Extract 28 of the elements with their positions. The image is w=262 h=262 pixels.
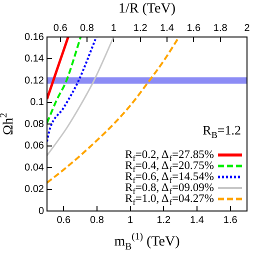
line-series	[47, 37, 114, 156]
x-tick-label: 1.2	[156, 214, 172, 226]
y-tick-label: 0.08	[24, 118, 44, 130]
y-tick-label: 0.1	[30, 97, 44, 108]
y-tick-label: 0.02	[24, 184, 44, 195]
x2-tick-label: 1.8	[213, 22, 228, 34]
y-tick-label: 0.14	[24, 54, 44, 64]
x2-tick-label: 1.2	[133, 22, 148, 34]
y-tick-label: 0	[38, 206, 44, 217]
y-tick-label: 0.06	[24, 140, 44, 152]
y-tick-label: 0.12	[24, 75, 44, 86]
x2-axis-title: 1/R (TeV)	[118, 2, 176, 17]
x2-tick-label: 0.8	[80, 22, 94, 34]
x-tick-label: 0.8	[90, 214, 104, 226]
x-tick-label: 1.4	[190, 214, 204, 226]
x2-tick-label: 0.6	[53, 22, 68, 34]
x2-tick-label: 1	[110, 22, 117, 34]
x2-tick-label: 2	[244, 22, 250, 34]
y-tick-label: 0.04	[24, 162, 44, 174]
y-tick-label: 0.16	[24, 32, 44, 43]
line-series	[47, 37, 82, 124]
y-axis-title: Ωh2	[0, 112, 17, 136]
x-tick-label: 1	[128, 214, 134, 226]
x-tick-label: 1.6	[223, 214, 238, 226]
line-series	[47, 37, 98, 142]
x2-tick-label: 1.4	[160, 22, 174, 34]
x2-tick-label: 1.6	[186, 22, 202, 34]
x-tick-label: 0.6	[56, 214, 72, 226]
